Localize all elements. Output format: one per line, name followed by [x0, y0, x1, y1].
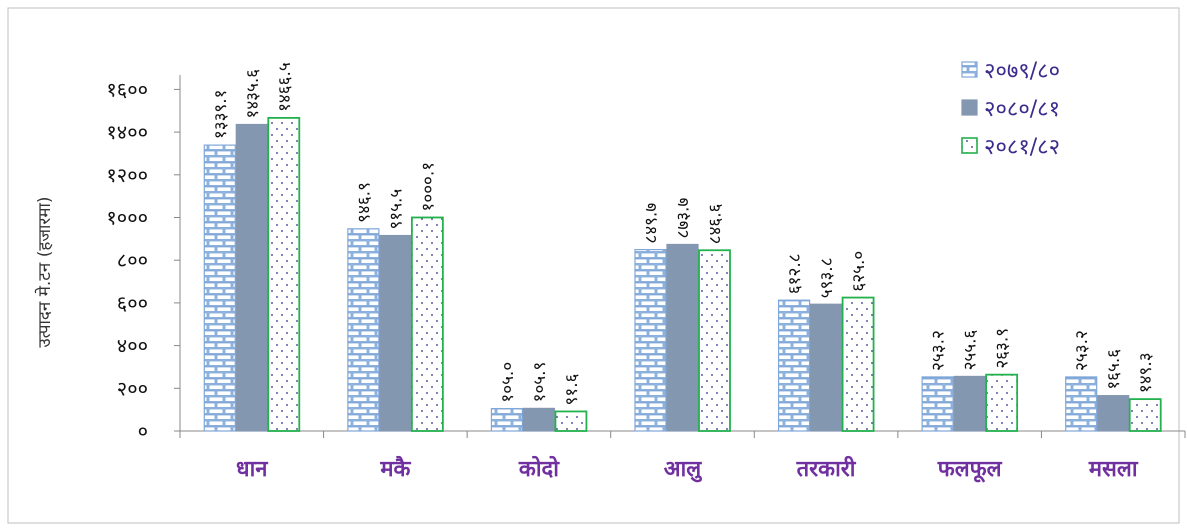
bar-series-3	[554, 410, 588, 432]
legend-label: २०८१/८२	[984, 135, 1060, 160]
bar-series-3	[841, 296, 875, 432]
bar-series-2	[809, 303, 843, 432]
y-tick-label: ८००	[117, 248, 148, 272]
bars-group	[203, 117, 1162, 432]
legend-swatch-3	[961, 137, 978, 154]
bar-series-3	[985, 373, 1019, 432]
data-label: ६१२.८	[785, 253, 805, 294]
bar-series-3	[267, 117, 301, 432]
data-label: ८४६.६	[706, 203, 726, 244]
data-label: २५५.६	[961, 330, 981, 371]
y-axis-label: उत्पादन मे.टन (हजारमा)	[34, 196, 55, 347]
bar-series-2	[522, 407, 556, 432]
data-label: ६२५.०	[849, 251, 869, 292]
legend-swatch-2	[961, 99, 978, 116]
data-label: २६३.९	[993, 328, 1013, 369]
category-label: फलफूल	[937, 457, 1003, 483]
y-tick-label: १२००	[106, 163, 148, 187]
bar-series-2	[953, 375, 986, 432]
y-tick-label: ०	[138, 419, 148, 443]
y-tick-label: १०००	[106, 206, 148, 230]
data-label: १४६६.५	[275, 62, 295, 112]
data-label: ८४९.७	[642, 203, 662, 244]
bar-series-1	[347, 228, 380, 432]
legend-swatch-1	[961, 61, 978, 78]
data-label: ५९३.८	[817, 257, 837, 298]
data-label: २५३.२	[1072, 330, 1092, 371]
bar-series-3	[1128, 398, 1162, 432]
category-labels-group: धान मकै कोदो आलु तरकारी फलफूल मसला	[236, 455, 1139, 483]
bar-series-3	[698, 249, 731, 432]
bar-series-1	[777, 299, 811, 432]
legend: २०७९/८० २०८०/८१ २०८१/८२	[961, 59, 1060, 160]
bar-series-1	[634, 248, 667, 432]
legend-label: २०७९/८०	[984, 59, 1060, 84]
data-label: १४३५.६	[243, 69, 263, 119]
category-label: मसला	[1088, 457, 1139, 482]
y-tick-label: ४००	[117, 334, 148, 358]
bar-series-2	[379, 234, 412, 432]
data-label: ९४६.९	[354, 182, 374, 223]
y-tick-label: २००	[117, 376, 148, 400]
legend-label: २०८०/८१	[984, 97, 1060, 122]
data-label: ९१५.५	[386, 189, 406, 230]
data-label: २५३.२	[929, 330, 949, 371]
category-label: धान	[236, 457, 268, 482]
data-label: १४९.३	[1136, 352, 1156, 393]
y-tick-label: ६००	[117, 291, 148, 315]
data-label: ९१.६	[562, 373, 582, 405]
category-label: कोदो	[518, 455, 560, 482]
data-label: १०००.१	[418, 162, 438, 212]
y-axis: ० २०० ४०० ६०० ८०० १००० १२०० १४०० १६००	[106, 75, 181, 443]
bar-series-1	[203, 144, 236, 432]
bar-series-1	[1065, 376, 1098, 432]
bar-series-2	[666, 243, 699, 432]
bar-series-3	[410, 216, 444, 432]
bar-series-2	[235, 123, 268, 432]
y-tick-label: १४००	[106, 120, 148, 144]
category-label: आलु	[664, 457, 702, 483]
data-label: १६५.६	[1104, 349, 1124, 390]
y-tick-label: १६००	[106, 77, 148, 101]
category-label: तरकारी	[796, 455, 857, 482]
chart-frame	[7, 7, 1180, 524]
data-label: १३३९.१	[211, 89, 231, 139]
bar-series-1	[490, 407, 524, 432]
data-label: १०५.०	[498, 362, 518, 403]
bar-series-1	[921, 376, 954, 432]
data-label: १०५.९	[530, 362, 550, 403]
category-label: मकै	[379, 455, 411, 482]
data-label: ८७३.७	[674, 198, 694, 239]
bar-series-2	[1097, 395, 1130, 432]
data-labels-group: १३३९.१ १४३५.६ १४६६.५ ९४६.९ ९१५.५ १०००.१ १०५.० १…	[211, 62, 1156, 405]
